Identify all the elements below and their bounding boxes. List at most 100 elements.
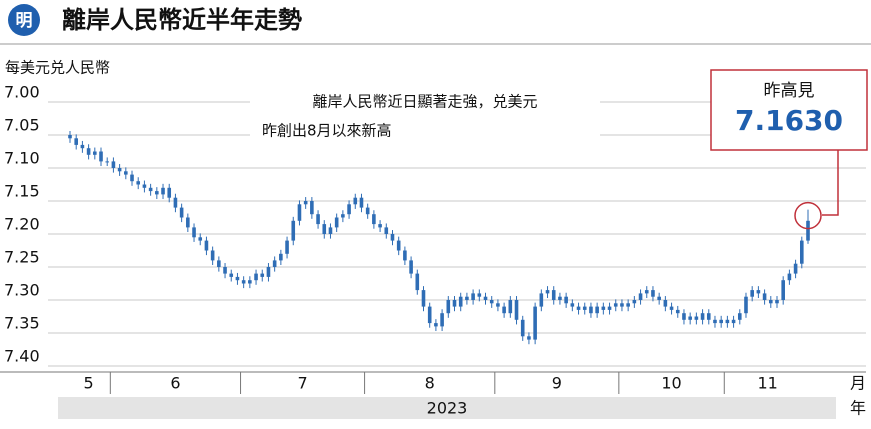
candle-body (353, 197, 358, 205)
candle-body (266, 267, 271, 277)
candle-body (161, 187, 165, 195)
candle-body (737, 313, 742, 320)
candle-body (446, 300, 451, 314)
candle-body (744, 296, 748, 314)
callout-box (710, 69, 868, 151)
candle-body (471, 293, 475, 300)
plot (68, 131, 810, 345)
candle-body (632, 300, 637, 304)
logo-badge (8, 4, 40, 36)
candle-body (155, 191, 159, 195)
candle-body (620, 303, 624, 307)
candle-body (80, 144, 85, 149)
candle-body (223, 267, 227, 274)
candle-body (279, 253, 283, 261)
x-tick-label: 7 (297, 374, 307, 393)
y-tick-label: 7.00 (4, 83, 40, 102)
candle-body (694, 316, 699, 320)
candle-body (99, 151, 103, 162)
candle-body (365, 207, 370, 215)
candle-body (502, 306, 506, 314)
candle-body (130, 174, 134, 182)
candle-body (750, 290, 754, 297)
candle-body (167, 187, 172, 198)
candle-body (403, 250, 407, 261)
y-tick-label: 7.25 (4, 248, 40, 267)
candle-body (756, 290, 761, 294)
candle-body (86, 148, 91, 155)
candle-body (607, 306, 612, 310)
candle-body (241, 280, 246, 284)
candle-body (806, 220, 810, 241)
candle-body (229, 273, 234, 277)
candle-body (217, 260, 221, 267)
candle-body (700, 313, 705, 320)
y-tick-label: 7.40 (4, 347, 40, 366)
candle-body (74, 138, 79, 145)
candle-body (210, 250, 215, 261)
candle-body (427, 306, 432, 324)
candle-body (440, 313, 444, 327)
x-tick-label: 5 (84, 374, 94, 393)
candle-body (638, 293, 643, 300)
candle-body (272, 260, 277, 267)
candle-body (713, 319, 717, 324)
callout-title: 昨高見 (764, 81, 815, 101)
candle-body (198, 237, 203, 241)
annotation: 昨創出8月以來新高 (262, 122, 392, 140)
candle-body (117, 168, 122, 172)
candle-body (762, 293, 767, 300)
candle-body (669, 306, 674, 310)
annotation-bg (250, 90, 600, 142)
candle-body (706, 313, 711, 320)
candle-body (520, 319, 525, 337)
year-unit: 年 (850, 399, 866, 418)
candle-body (186, 217, 190, 228)
candle-body (589, 306, 593, 314)
candle-body (434, 323, 438, 327)
y-tick-label: 7.10 (4, 149, 40, 168)
candle-body (204, 240, 209, 251)
candle-body (545, 290, 550, 294)
candle-body (533, 306, 537, 340)
candle-body (657, 296, 661, 300)
candle-body (558, 296, 562, 300)
candle-body (675, 309, 680, 314)
candle-body (409, 260, 413, 274)
candle-body (396, 240, 401, 251)
candle-body (328, 227, 333, 234)
chart-title: 離岸人民幣近半年走勢 (62, 6, 302, 34)
candle-body (310, 201, 314, 215)
candle-body (527, 336, 531, 340)
candle-body (626, 303, 630, 307)
candle-body (136, 181, 141, 185)
candle-body (179, 207, 184, 218)
x-tick-label: 9 (552, 374, 562, 393)
candle-body (105, 161, 110, 163)
candle-body (415, 273, 420, 291)
candle-body (489, 300, 494, 304)
candle-body (787, 273, 792, 281)
year-band (58, 397, 836, 419)
y-tick-label: 7.20 (4, 215, 40, 234)
y-tick-label: 7.05 (4, 116, 40, 135)
x-tick-label: 6 (170, 374, 180, 393)
candle-body (384, 227, 389, 234)
candle-body (458, 296, 463, 307)
candle-body (644, 290, 649, 294)
candle-body (793, 263, 798, 274)
candle-body (682, 313, 686, 320)
candle-body (582, 306, 587, 310)
candle-body (483, 296, 488, 300)
annotation: 離岸人民幣近日顯著走強，兑美元 (312, 93, 537, 111)
x-tick-label: 10 (661, 374, 681, 393)
candle-body (390, 234, 395, 241)
x-unit: 月 (850, 374, 866, 393)
candle-body (173, 197, 178, 208)
candle-body (285, 240, 289, 254)
candle-body (341, 214, 345, 218)
candle-body (248, 280, 252, 284)
x-tick-label: 11 (758, 374, 778, 393)
candle-body (68, 135, 72, 139)
